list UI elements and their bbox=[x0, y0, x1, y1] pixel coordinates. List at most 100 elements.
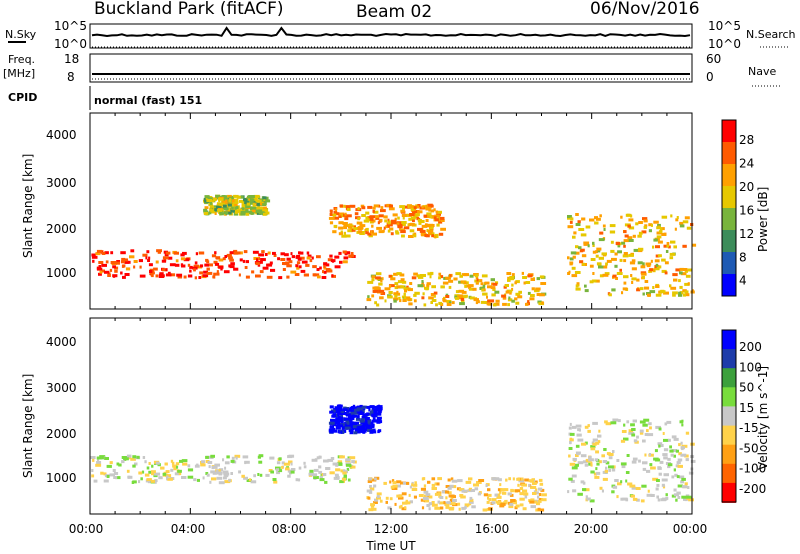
heatmap-cell bbox=[571, 274, 578, 278]
heatmap-cell bbox=[370, 504, 375, 508]
heatmap-cell bbox=[228, 256, 233, 260]
heatmap-cell bbox=[334, 265, 341, 269]
heatmap-cell bbox=[226, 253, 232, 257]
heatmap-cell bbox=[369, 487, 375, 491]
heatmap-cell bbox=[403, 292, 406, 296]
heatmap-cell bbox=[294, 273, 300, 276]
heatmap-cell bbox=[219, 202, 225, 206]
heatmap-cell bbox=[499, 490, 502, 494]
heatmap-cell bbox=[235, 208, 238, 212]
heatmap-cell bbox=[528, 483, 531, 487]
heatmap-cell bbox=[265, 196, 269, 200]
heatmap-cell bbox=[420, 274, 426, 277]
heatmap-cell bbox=[620, 497, 624, 501]
heatmap-cell bbox=[691, 243, 697, 247]
heatmap-cell bbox=[323, 262, 328, 266]
heatmap-cell bbox=[628, 431, 635, 435]
heatmap-cell bbox=[98, 261, 104, 264]
heatmap-cell bbox=[675, 218, 679, 222]
heatmap-cell bbox=[241, 211, 246, 215]
heatmap-cell bbox=[224, 461, 230, 465]
heatmap-cell bbox=[253, 474, 256, 478]
colorbar-tick-label: -15 bbox=[739, 421, 759, 435]
heatmap-cell bbox=[380, 206, 384, 210]
heatmap-cell bbox=[411, 488, 418, 491]
heatmap-cell bbox=[493, 303, 497, 307]
heatmap-cell bbox=[222, 257, 226, 261]
heatmap-cell bbox=[211, 254, 217, 258]
nave-tick-bottom: 0 bbox=[706, 70, 714, 84]
heatmap-cell bbox=[375, 215, 379, 219]
heatmap-cell bbox=[502, 491, 507, 495]
heatmap-cell bbox=[211, 465, 218, 469]
heatmap-cell bbox=[592, 438, 598, 442]
heatmap-cell bbox=[647, 433, 654, 437]
heatmap-cell bbox=[568, 477, 573, 481]
heatmap-cell bbox=[429, 502, 432, 506]
heatmap-cell bbox=[527, 274, 533, 278]
heatmap-cell bbox=[592, 442, 597, 446]
heatmap-cell bbox=[286, 264, 292, 268]
heatmap-cell bbox=[100, 471, 104, 475]
heatmap-cell bbox=[514, 297, 518, 301]
heatmap-cell bbox=[91, 474, 95, 478]
heatmap-cell bbox=[98, 265, 102, 268]
heatmap-cell bbox=[680, 441, 683, 445]
colorbar-segment bbox=[722, 463, 736, 484]
heatmap-cell bbox=[408, 235, 414, 238]
heatmap-cell bbox=[202, 274, 209, 278]
heatmap-cell bbox=[507, 492, 512, 496]
heatmap-cell bbox=[360, 425, 364, 429]
heatmap-cell bbox=[528, 479, 533, 483]
heatmap-cell bbox=[640, 265, 646, 269]
heatmap-cell bbox=[617, 482, 622, 486]
heatmap-cell bbox=[538, 499, 542, 503]
heatmap-cell bbox=[335, 426, 341, 430]
heatmap-cell bbox=[427, 231, 432, 235]
heatmap-cell bbox=[233, 249, 238, 253]
heatmap-cell bbox=[363, 219, 370, 223]
heatmap-cell bbox=[647, 293, 651, 297]
heatmap-cell bbox=[343, 226, 348, 230]
heatmap-cell bbox=[367, 420, 371, 424]
heatmap-cell bbox=[427, 480, 431, 484]
heatmap-cell bbox=[406, 285, 409, 289]
heatmap-cell bbox=[390, 277, 396, 281]
heatmap-cell bbox=[615, 277, 618, 280]
heatmap-cell bbox=[101, 269, 105, 273]
heatmap-cell bbox=[378, 230, 384, 234]
heatmap-cell bbox=[675, 268, 681, 272]
heatmap-cell bbox=[439, 506, 444, 510]
nsearch-tick-bottom: 10^0 bbox=[708, 37, 741, 51]
heatmap-cell bbox=[589, 218, 595, 222]
heatmap-cell bbox=[625, 479, 628, 483]
velocity-ytick-1000: 1000 bbox=[46, 471, 77, 485]
heatmap-cell bbox=[535, 491, 539, 495]
heatmap-cell bbox=[519, 487, 524, 490]
heatmap-cell bbox=[142, 253, 148, 257]
heatmap-cell bbox=[431, 215, 435, 219]
heatmap-cell bbox=[329, 254, 333, 258]
heatmap-cell bbox=[130, 249, 135, 253]
heatmap-cell bbox=[475, 276, 479, 280]
heatmap-cell bbox=[426, 282, 431, 286]
heatmap-cell bbox=[477, 279, 483, 283]
heatmap-cell bbox=[413, 234, 417, 238]
heatmap-cell bbox=[164, 253, 169, 257]
heatmap-cell bbox=[635, 487, 641, 490]
heatmap-cell bbox=[374, 477, 377, 481]
heatmap-cell bbox=[426, 284, 430, 288]
heatmap-cell bbox=[250, 198, 255, 202]
heatmap-cell bbox=[250, 211, 254, 215]
heatmap-cell bbox=[286, 257, 291, 261]
heatmap-cell bbox=[288, 460, 293, 464]
heatmap-cell bbox=[522, 507, 527, 511]
heatmap-cell bbox=[339, 480, 344, 484]
heatmap-cell bbox=[472, 287, 477, 291]
heatmap-cell bbox=[361, 415, 367, 419]
heatmap-cell bbox=[638, 221, 643, 224]
heatmap-cell bbox=[241, 203, 247, 207]
heatmap-cell bbox=[350, 252, 354, 255]
heatmap-cell bbox=[358, 221, 363, 225]
heatmap-cell bbox=[669, 256, 674, 260]
